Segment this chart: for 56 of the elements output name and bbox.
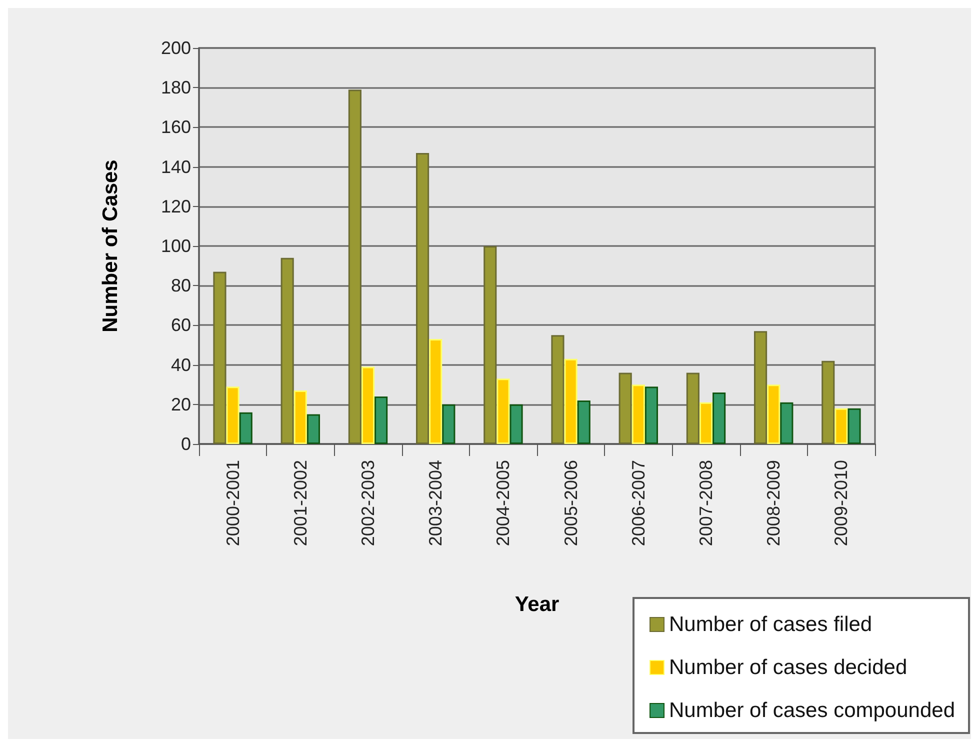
bar — [632, 384, 645, 444]
bar — [348, 90, 362, 444]
x-tick-label: 2004-2005 — [493, 460, 514, 546]
bar — [280, 258, 294, 444]
bar — [510, 404, 523, 444]
x-tick-label: 2002-2003 — [358, 460, 378, 546]
y-tick-label: 80 — [170, 276, 191, 296]
bar — [213, 272, 226, 444]
y-tick-label: 100 — [160, 236, 191, 256]
y-tick-label: 0 — [180, 434, 191, 454]
bar — [442, 404, 456, 444]
bar — [226, 386, 240, 444]
bar — [294, 390, 307, 444]
x-tick-label: 2000-2001 — [222, 460, 243, 546]
bar — [564, 358, 578, 444]
bar — [374, 396, 388, 444]
y-tick-label: 40 — [170, 354, 191, 375]
bar — [754, 331, 768, 444]
legend-label: Number of cases filed — [669, 613, 872, 636]
x-axis-title: Year — [514, 593, 560, 616]
y-tick-label: 20 — [170, 394, 191, 414]
bar — [416, 152, 430, 444]
bar — [822, 360, 835, 444]
bar — [699, 402, 713, 444]
x-tick-label: 2006-2007 — [628, 460, 648, 546]
y-tick-label: 60 — [170, 315, 191, 336]
bar — [577, 400, 590, 444]
bar — [496, 378, 510, 444]
y-tick-label: 120 — [160, 196, 191, 216]
bar — [618, 372, 632, 444]
bar — [306, 414, 320, 444]
bar — [686, 372, 700, 444]
bar — [848, 408, 861, 444]
y-tick-label: 180 — [160, 78, 191, 98]
bar — [551, 335, 564, 444]
y-axis-title: Number of Cases — [99, 160, 122, 332]
bar — [767, 384, 780, 444]
legend-label: Number of cases compounded — [669, 699, 956, 722]
y-tick-label: 160 — [160, 117, 191, 138]
bar — [239, 412, 252, 444]
y-tick-label: 200 — [160, 38, 191, 58]
bar — [361, 366, 375, 444]
y-tick-label: 140 — [160, 156, 191, 177]
x-tick-label: 2005-2006 — [560, 460, 581, 546]
bar — [429, 339, 442, 444]
x-tick-label: 2003-2004 — [426, 460, 446, 546]
x-tick-label: 2008-2009 — [764, 460, 784, 546]
x-tick-label: 2009-2010 — [831, 460, 852, 546]
legend-label: Number of cases decided — [669, 656, 908, 679]
x-tick-label: 2007-2008 — [696, 460, 716, 546]
bar — [644, 386, 658, 444]
bar — [780, 402, 794, 444]
bar — [834, 408, 848, 444]
bar — [712, 392, 726, 444]
x-tick-label: 2001-2002 — [290, 460, 310, 546]
bar — [484, 246, 497, 444]
